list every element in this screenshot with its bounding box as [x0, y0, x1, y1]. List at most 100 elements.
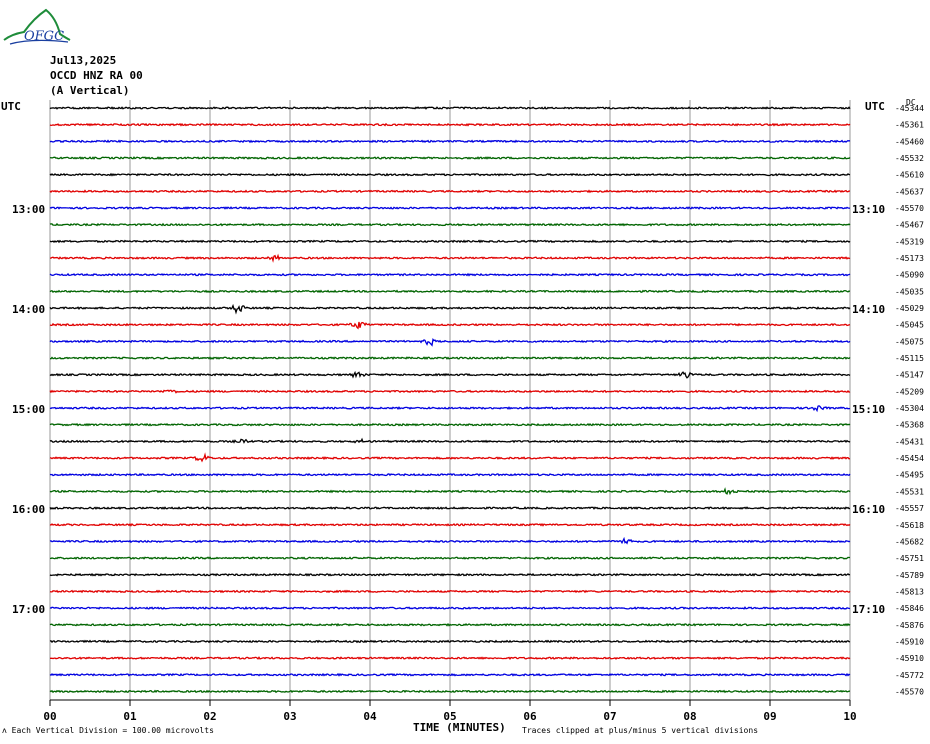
dc-offset-label: -45570 [895, 687, 924, 696]
dc-offset-label: -45682 [895, 537, 924, 546]
left-time-label: 17:00 [12, 603, 46, 616]
utc-label-right: UTC [865, 100, 885, 113]
x-tick-label: 10 [843, 710, 856, 723]
trace-line [49, 606, 851, 610]
trace-line [49, 289, 851, 294]
dc-offset-label: -45090 [895, 271, 924, 280]
dc-offset-label: -45035 [895, 287, 924, 296]
ofgc-logo: OFGC [2, 4, 72, 46]
dc-offset-label: -45460 [895, 137, 924, 146]
header-date: Jul13,2025 [50, 54, 117, 67]
trace-line [49, 589, 851, 594]
scale-note: ʌ Each Vertical Division = 100.00 microv… [2, 726, 214, 735]
scale-note-text: Each Vertical Division = 100.00 microvol… [11, 726, 214, 735]
trace-line [49, 303, 851, 315]
trace-line [49, 622, 851, 627]
dc-offset-label: -45454 [895, 454, 924, 463]
trace-line [49, 272, 851, 277]
trace-line [49, 189, 851, 194]
trace-line [49, 506, 851, 510]
trace-line [49, 389, 851, 394]
right-time-label: 16:10 [852, 503, 886, 516]
trace-line [49, 472, 851, 477]
x-tick-label: 01 [123, 710, 137, 723]
trace-line [49, 222, 851, 227]
trace-line [49, 172, 851, 177]
x-tick-label: 04 [363, 710, 377, 723]
trace-line [49, 556, 851, 560]
dc-offset-label: -45431 [895, 437, 924, 446]
trace-line [49, 522, 851, 527]
dc-offset-label: -45570 [895, 204, 924, 213]
trace-line [49, 437, 851, 444]
trace-line [49, 639, 851, 644]
trace-line [49, 122, 851, 127]
clip-note: Traces clipped at plus/minus 5 vertical … [522, 726, 759, 735]
header-component: (A Vertical) [50, 84, 130, 97]
dc-offset-label: -45772 [895, 671, 924, 680]
dc-offset-label: -45361 [895, 121, 924, 130]
header-station: OCCD HNZ RA 00 [50, 69, 143, 82]
x-tick-label: 00 [43, 710, 56, 723]
right-time-label: 13:10 [852, 203, 886, 216]
dc-offset-label: -45209 [895, 387, 924, 396]
x-tick-label: 06 [523, 710, 537, 723]
left-time-label: 16:00 [12, 503, 46, 516]
trace-line [49, 239, 851, 244]
scale-mark-icon: ʌ [2, 726, 12, 735]
trace-line [49, 536, 851, 545]
left-time-label: 13:00 [12, 203, 46, 216]
trace-line [49, 689, 851, 694]
dc-offset-label: -45751 [895, 554, 924, 563]
dc-offset-label: -45813 [895, 587, 924, 596]
dc-offset-label: -45910 [895, 654, 924, 663]
trace-line [49, 337, 851, 347]
dc-offset-label: -45368 [895, 421, 924, 430]
trace-line [49, 356, 851, 360]
x-tick-label: 09 [763, 710, 776, 723]
left-time-label: 14:00 [12, 303, 46, 316]
trace-line [49, 405, 851, 413]
x-tick-label: 07 [603, 710, 616, 723]
trace-line [49, 656, 851, 661]
trace-line [49, 572, 851, 577]
dc-offset-label: -45610 [895, 171, 924, 180]
dc-offset-label: -45344 [895, 104, 924, 113]
trace-line [49, 370, 851, 379]
dc-offset-label: -45075 [895, 337, 924, 346]
logo-mark-icon [3, 8, 71, 45]
dc-offset-label: -45319 [895, 237, 924, 246]
trace-line [49, 672, 851, 677]
trace-line [49, 452, 851, 463]
dc-label: DC [906, 98, 916, 107]
dc-offset-label: -45147 [895, 371, 924, 380]
dc-offset-label: -45846 [895, 604, 924, 613]
dc-offset-label: -45304 [895, 404, 924, 413]
dc-offset-label: -45876 [895, 621, 924, 630]
trace-line [49, 321, 851, 330]
trace-line [49, 253, 851, 263]
left-time-label: 15:00 [12, 403, 46, 416]
dc-offset-label: -45045 [895, 321, 924, 330]
dc-offset-label: -45531 [895, 487, 924, 496]
right-time-label: 15:10 [852, 403, 886, 416]
x-tick-label: 05 [443, 710, 456, 723]
dc-offset-label: -45173 [895, 254, 924, 263]
trace-line [49, 106, 851, 110]
dc-offset-label: -45029 [895, 304, 924, 313]
dc-offset-label: -45637 [895, 187, 924, 196]
right-time-label: 17:10 [852, 603, 886, 616]
dc-offset-label: -45557 [895, 504, 924, 513]
x-tick-label: 02 [203, 710, 216, 723]
trace-line [49, 139, 851, 144]
x-tick-label: 03 [283, 710, 296, 723]
dc-offset-label: -45618 [895, 521, 924, 530]
dc-offset-label: -45789 [895, 571, 924, 580]
dc-offset-label: -45532 [895, 154, 924, 163]
dc-offset-label: -45467 [895, 221, 924, 230]
utc-label-left: UTC [1, 100, 21, 113]
trace-line [49, 487, 851, 496]
dc-offset-label: -45115 [895, 354, 924, 363]
x-tick-label: 08 [683, 710, 696, 723]
